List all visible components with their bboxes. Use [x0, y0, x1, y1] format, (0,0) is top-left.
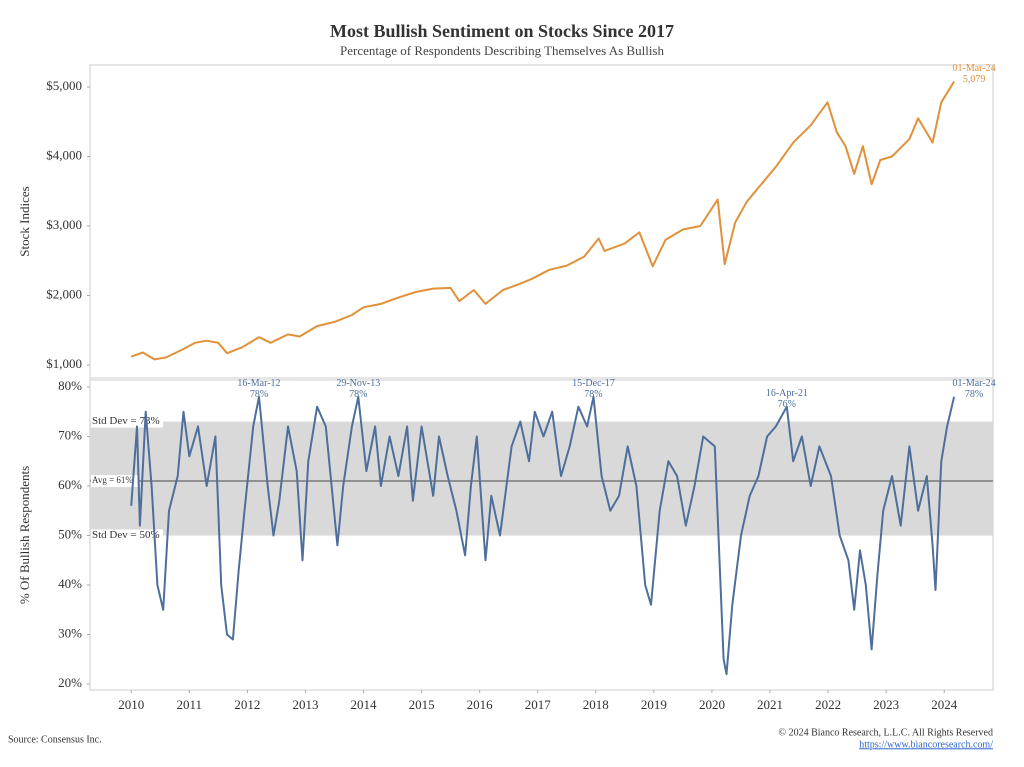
x-tick-label: 2014	[351, 697, 378, 712]
x-tick-label: 2010	[118, 697, 144, 712]
x-tick-label: 2012	[234, 697, 260, 712]
y-axis-label: Stock Indices	[17, 186, 32, 256]
annotation-date: 16-Apr-21	[766, 388, 808, 399]
x-tick-label: 2023	[873, 697, 899, 712]
y-tick-label: 60%	[58, 477, 82, 492]
y-tick-label: 50%	[58, 526, 82, 541]
annotation-value: 78%	[250, 389, 268, 400]
annotation-value: 5,079	[963, 74, 986, 85]
chart-title: Most Bullish Sentiment on Stocks Since 2…	[330, 21, 674, 41]
x-tick-label: 2019	[641, 697, 667, 712]
y-tick-label: $5,000	[46, 78, 82, 93]
panel	[89, 64, 994, 379]
x-tick-label: 2021	[757, 697, 783, 712]
band-label-bg	[91, 529, 163, 542]
source: Source: Consensus Inc.	[8, 734, 102, 745]
annotation-value: 78%	[584, 389, 602, 400]
annotation-date: 15-Dec-17	[572, 378, 615, 389]
x-tick-label: 2020	[699, 697, 725, 712]
x-tick-label: 2018	[583, 697, 609, 712]
annotation-value: 76%	[778, 399, 796, 410]
y-axis-label: % Of Bullish Respondents	[17, 466, 32, 604]
x-tick-label: 2013	[292, 697, 318, 712]
x-tick-label: 2017	[525, 697, 552, 712]
y-tick-label: $2,000	[46, 286, 82, 301]
band-label: Avg = 61%	[92, 475, 133, 485]
band-label: Std Dev = 50%	[92, 529, 160, 541]
annotation-date: 01-Mar-24	[953, 63, 996, 74]
data-line	[130, 395, 956, 676]
annotation-value: 78%	[349, 389, 367, 400]
annotation-date: 16-Mar-12	[237, 378, 280, 389]
annotation-date: 29-Nov-13	[336, 378, 380, 389]
y-tick-label: 70%	[58, 427, 82, 442]
band-label: Std Dev = 73%	[92, 415, 160, 427]
y-tick-label: $4,000	[46, 148, 82, 163]
x-tick-label: 2022	[815, 697, 841, 712]
y-tick-label: $3,000	[46, 217, 82, 232]
annotation-date: 01-Mar-24	[953, 378, 996, 389]
band-label-bg	[91, 475, 139, 488]
x-tick-label: 2016	[467, 697, 494, 712]
y-tick-label: $1,000	[46, 356, 82, 371]
url[interactable]: https://www.biancoresearch.com/	[859, 739, 993, 750]
x-tick-label: 2024	[931, 697, 958, 712]
y-tick-label: 20%	[58, 675, 82, 690]
copyright: © 2024 Bianco Research, L.L.C. All Right…	[778, 727, 993, 738]
std-band	[90, 421, 993, 536]
annotation-value: 78%	[965, 389, 983, 400]
data-line	[130, 80, 955, 361]
x-tick-label: 2015	[409, 697, 435, 712]
y-tick-label: 40%	[58, 576, 82, 591]
y-tick-label: 80%	[58, 378, 82, 393]
x-tick-label: 2011	[177, 697, 203, 712]
chart-subtitle: Percentage of Respondents Describing The…	[340, 43, 664, 58]
y-tick-label: 30%	[58, 626, 82, 641]
